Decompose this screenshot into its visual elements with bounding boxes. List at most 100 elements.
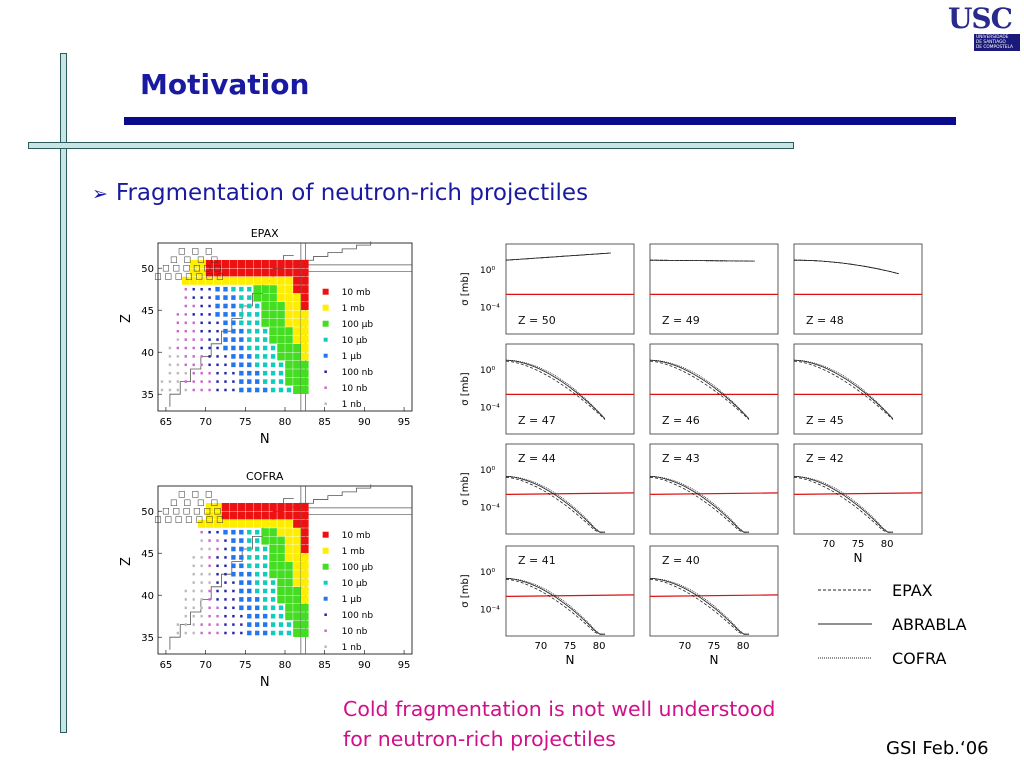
- cross-section-cell: [270, 370, 276, 376]
- cross-section-cell: [229, 503, 238, 511]
- cross-section-cell: [215, 295, 220, 300]
- cross-section-cell: [168, 371, 172, 375]
- logo-text: USC: [948, 2, 1013, 35]
- cross-section-cell: [239, 295, 244, 300]
- model-curve-epax: [505, 476, 605, 533]
- bullet-point: ➢ Fragmentation of neutron-rich projectil…: [92, 180, 588, 206]
- cross-section-cell: [261, 293, 269, 302]
- legend-label: 10 mb: [342, 288, 371, 298]
- legend-swatch: [322, 304, 329, 311]
- cross-section-cell: [200, 321, 203, 325]
- cross-section-cell: [223, 320, 228, 326]
- cross-section-cell: [285, 503, 293, 511]
- threshold-line: [649, 492, 779, 495]
- cross-section-cell: [184, 304, 187, 308]
- cross-section-cell: [285, 360, 293, 369]
- cross-section-cell: [239, 546, 244, 552]
- cross-section-cell: [301, 503, 309, 511]
- cross-section-cell: [189, 276, 198, 285]
- cross-section-cell: [301, 285, 309, 294]
- cross-section-cell: [262, 622, 268, 627]
- cross-section-cell: [176, 363, 180, 367]
- cross-section-cell: [176, 313, 180, 316]
- cross-section-cell: [285, 318, 293, 327]
- stable-nucleus-marker: [170, 256, 177, 263]
- cross-section-cell: [277, 570, 285, 579]
- stable-nucleus-marker: [214, 508, 221, 515]
- cross-section-cell: [239, 362, 244, 368]
- cross-section-cell: [231, 328, 236, 334]
- cross-section-cell: [247, 312, 252, 317]
- left-vertical-bar: [60, 53, 67, 733]
- cross-section-cell: [285, 528, 293, 537]
- cross-section-cell: [261, 302, 269, 310]
- cross-section-cell: [200, 380, 203, 383]
- cross-section-cell: [293, 335, 301, 344]
- cross-section-cell: [239, 312, 244, 317]
- cross-section-cell: [247, 538, 252, 543]
- cross-section-cell: [285, 545, 293, 553]
- cross-section-cell: [221, 260, 230, 268]
- x-tick-label: 80: [279, 417, 292, 428]
- cross-section-cell: [176, 355, 180, 358]
- cross-section-cell: [223, 303, 228, 309]
- cross-section-cell: [192, 388, 195, 392]
- cross-section-cell: [239, 303, 244, 309]
- cross-section-cell: [239, 337, 244, 342]
- cross-section-cell: [240, 631, 243, 635]
- cross-section-cell: [261, 268, 269, 277]
- cross-section-cell: [269, 268, 277, 277]
- cross-section-cell: [160, 380, 164, 383]
- cross-section-cell: [216, 598, 219, 601]
- cross-section-cell: [293, 511, 301, 520]
- model-curve-epax: [649, 360, 750, 420]
- cross-section-cell: [277, 260, 285, 268]
- legend-label: 1 µb: [342, 595, 362, 605]
- legend-label: 10 mb: [342, 531, 371, 541]
- cross-section-cell: [239, 387, 244, 393]
- x-tick-label: 70: [199, 660, 212, 671]
- cross-section-cell: [255, 328, 260, 334]
- cross-section-cell: [285, 587, 293, 595]
- y-axis-label: Z: [119, 314, 134, 323]
- cross-section-cell: [189, 260, 198, 268]
- cross-section-cell: [247, 295, 252, 300]
- cross-section-cell: [278, 605, 284, 611]
- cross-section-cell: [255, 362, 260, 368]
- stable-nucleus-marker: [178, 491, 185, 498]
- cross-section-cell: [301, 603, 309, 612]
- cross-section-cell: [262, 588, 268, 594]
- stable-nucleus-marker: [183, 265, 190, 272]
- cross-section-cell: [277, 293, 285, 302]
- cross-section-cell: [262, 555, 268, 560]
- cross-section-cell: [301, 570, 309, 579]
- cross-section-cell: [247, 630, 252, 636]
- cross-section-cell: [200, 530, 203, 534]
- cross-section-cell: [293, 612, 301, 621]
- cross-section-cell: [216, 539, 219, 542]
- cross-section-cell: [247, 286, 252, 292]
- cross-section-cell: [184, 313, 187, 316]
- cross-section-cell: [285, 553, 293, 562]
- cross-section-cell: [301, 620, 309, 629]
- cross-section-cell: [237, 268, 246, 277]
- legend-label-epax: EPAX: [892, 581, 933, 600]
- cross-section-cell: [184, 355, 187, 358]
- stable-nucleus-marker: [204, 508, 211, 515]
- cross-section-cell: [176, 371, 180, 375]
- x-tick-label: 70: [823, 539, 836, 550]
- cross-section-cell: [277, 536, 285, 545]
- cross-section-cell: [208, 539, 211, 542]
- panel-frame: [505, 243, 635, 335]
- panel-label: Z = 46: [662, 414, 700, 427]
- cross-section-cell: [253, 260, 261, 268]
- cross-section-cell: [255, 622, 260, 627]
- stable-nucleus-marker: [162, 265, 169, 272]
- stable-nucleus-marker: [154, 516, 162, 523]
- legend-swatch: [324, 386, 327, 389]
- cross-section-cell: [285, 603, 293, 612]
- cross-section-cell: [205, 511, 214, 520]
- cross-section-cell: [200, 623, 203, 626]
- cross-section-cell: [255, 312, 260, 317]
- cross-section-cell: [255, 613, 260, 619]
